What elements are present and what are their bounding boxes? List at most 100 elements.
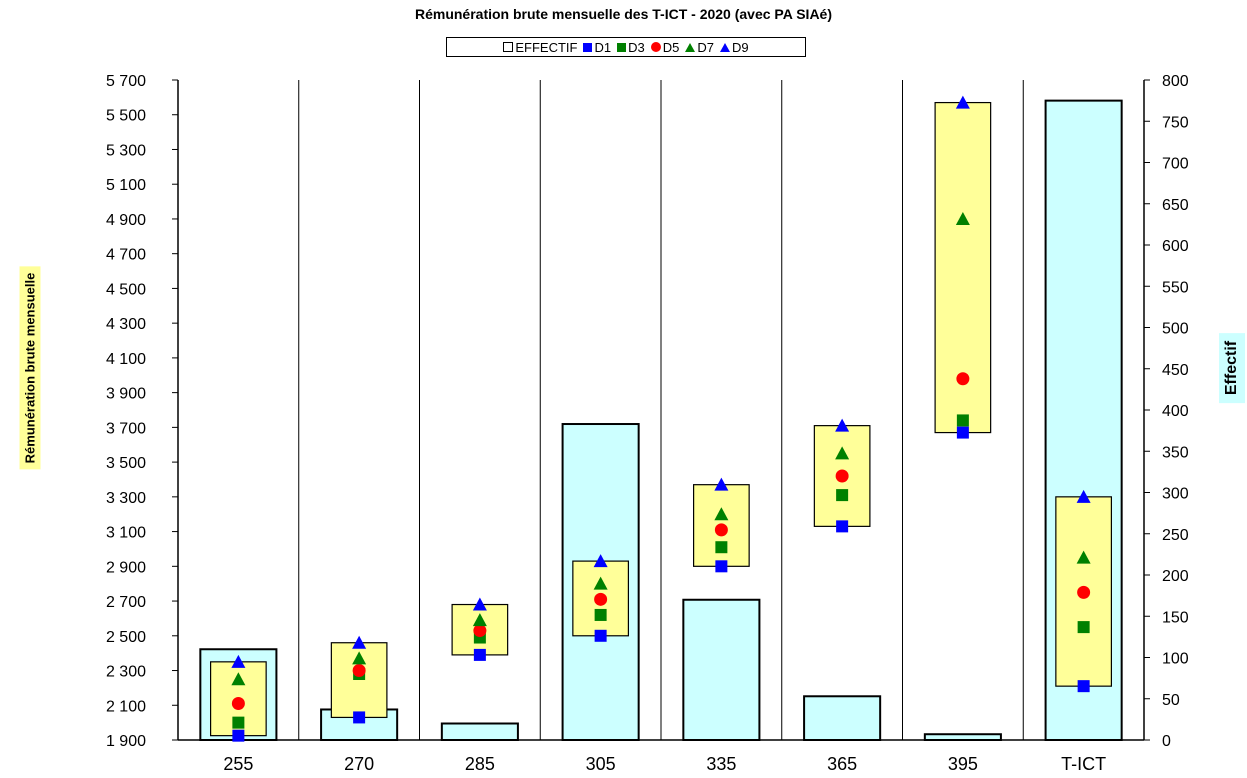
y-tick-label-left: 3 100 xyxy=(106,525,146,542)
marker-d1 xyxy=(594,629,607,642)
effectif-bar xyxy=(440,722,519,741)
marker-d5 xyxy=(835,469,849,483)
x-tick-label: 285 xyxy=(465,754,495,774)
y-tick-label-right: 500 xyxy=(1162,321,1189,338)
marker-d7 xyxy=(472,613,487,627)
y-tick-label-left: 3 300 xyxy=(106,490,146,507)
marker-d3 xyxy=(956,414,969,427)
marker-d7 xyxy=(352,651,367,665)
legend-marker-d3 xyxy=(617,42,627,52)
marker-d3 xyxy=(594,608,607,621)
marker-d1 xyxy=(956,426,969,439)
y-tick-label-left: 4 900 xyxy=(106,212,146,229)
x-tick-label: T-ICT xyxy=(1061,754,1106,774)
effectif-bar xyxy=(803,695,882,742)
marker-d7 xyxy=(1076,550,1091,564)
x-tick-label: 335 xyxy=(706,754,736,774)
marker-d1 xyxy=(836,520,849,533)
legend-marker-d9 xyxy=(719,42,730,52)
marker-d1 xyxy=(473,648,486,661)
y-tick-label-right: 550 xyxy=(1162,279,1189,296)
y-tick-label-right: 150 xyxy=(1162,609,1189,626)
marker-d9 xyxy=(1076,489,1091,503)
y-tick-label-left: 4 700 xyxy=(106,247,146,264)
y-tick-label-right: 750 xyxy=(1162,114,1189,131)
y-tick-label-left: 2 700 xyxy=(106,594,146,611)
y-tick-label-left: 5 500 xyxy=(106,108,146,125)
marker-d9 xyxy=(231,654,246,668)
marker-d5 xyxy=(352,664,366,678)
y-tick-label-left: 2 100 xyxy=(106,698,146,715)
legend-item-d9: D9 xyxy=(719,39,749,55)
marker-d1 xyxy=(715,560,728,573)
marker-d5 xyxy=(473,624,487,638)
marker-d3 xyxy=(836,489,849,502)
y-tick-label-right: 250 xyxy=(1162,527,1189,544)
marker-d9 xyxy=(955,95,970,109)
y-tick-label-left: 5 700 xyxy=(106,73,146,90)
legend-item-d3: D3 xyxy=(617,40,645,55)
y-tick-label-right: 800 xyxy=(1162,73,1189,90)
y-tick-label-right: 200 xyxy=(1162,568,1189,585)
y-tick-label-right: 450 xyxy=(1162,362,1189,379)
legend-marker-d7 xyxy=(685,42,696,52)
marker-d1 xyxy=(1077,680,1090,693)
y-tick-label-right: 300 xyxy=(1162,486,1189,503)
marker-d5 xyxy=(956,372,970,386)
y-tick-label-left: 2 300 xyxy=(106,664,146,681)
y-tick-label-right: 350 xyxy=(1162,444,1189,461)
y-tick-label-left: 5 100 xyxy=(106,177,146,194)
y-tick-label-right: 0 xyxy=(1162,733,1171,750)
marker-d9 xyxy=(593,554,608,568)
legend-item-d5: D5 xyxy=(650,39,680,55)
y-tick-label-left: 3 900 xyxy=(106,386,146,403)
marker-d7 xyxy=(593,576,608,590)
x-tick-label: 270 xyxy=(344,754,374,774)
y-tick-label-left: 1 900 xyxy=(106,733,146,750)
y-tick-label-left: 5 300 xyxy=(106,142,146,159)
y-tick-label-left: 3 500 xyxy=(106,455,146,472)
y-tick-label-right: 700 xyxy=(1162,156,1189,173)
y-tick-label-right: 600 xyxy=(1162,238,1189,255)
legend-label-d1: D1 xyxy=(594,39,612,55)
y-tick-label-left: 4 300 xyxy=(106,316,146,333)
legend-label-d3: D3 xyxy=(628,39,645,55)
effectif-bar xyxy=(923,733,1002,741)
marker-d3 xyxy=(715,541,728,554)
marker-d7 xyxy=(231,672,246,686)
legend-label-d5: D5 xyxy=(662,39,680,55)
x-tick-label: 255 xyxy=(223,754,253,774)
y-tick-label-left: 3 700 xyxy=(106,420,146,437)
legend-item-d1: D1 xyxy=(583,40,611,55)
y-tick-label-right: 400 xyxy=(1162,403,1189,420)
legend-marker-effectif xyxy=(503,42,514,52)
marker-d1 xyxy=(353,711,366,724)
y-tick-label-left: 4 100 xyxy=(106,351,146,368)
marker-d9 xyxy=(352,635,367,649)
marker-d5 xyxy=(231,697,245,711)
y-tick-label-left: 2 500 xyxy=(106,629,146,646)
marker-d7 xyxy=(835,446,850,460)
marker-d7 xyxy=(955,211,970,225)
marker-d3 xyxy=(232,716,245,729)
legend-item-effectif: EFFECTIF xyxy=(503,40,577,55)
marker-d5 xyxy=(594,592,608,606)
legend-item-d7: D7 xyxy=(685,40,714,55)
marker-d7 xyxy=(714,507,729,521)
y-tick-label-right: 50 xyxy=(1162,692,1180,709)
y-tick-label-left: 2 900 xyxy=(106,559,146,576)
marker-d9 xyxy=(714,477,729,491)
marker-d5 xyxy=(714,523,728,537)
marker-d3 xyxy=(1077,621,1090,634)
x-tick-label: 365 xyxy=(827,754,857,774)
legend-label-d9: D9 xyxy=(731,39,749,55)
legend-marker-d1 xyxy=(583,42,593,52)
y-tick-label-right: 100 xyxy=(1162,651,1189,668)
legend-marker-d5 xyxy=(650,42,661,52)
legend-label-effectif: EFFECTIF xyxy=(515,39,578,55)
marker-d9 xyxy=(835,418,850,432)
effectif-bar xyxy=(682,598,761,741)
marker-d9 xyxy=(472,597,487,611)
x-tick-label: 395 xyxy=(948,754,978,774)
